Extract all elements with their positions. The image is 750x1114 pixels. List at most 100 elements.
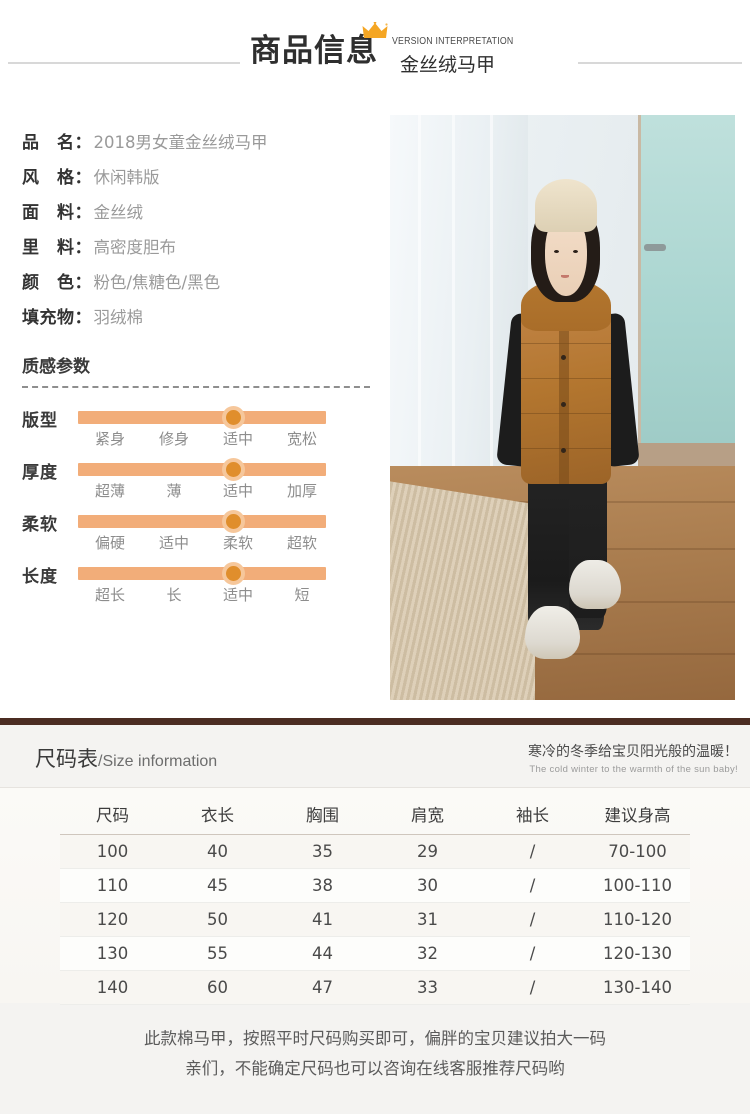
table-cell: 50 — [165, 902, 270, 937]
slider-option[interactable]: 长 — [166, 586, 182, 604]
spec-list: 品 名： 2018男女童金丝绒马甲 风 格：休闲韩版 面 料：金丝绒 里 料：高密… — [22, 128, 382, 338]
slider-option[interactable]: 修身 — [158, 430, 189, 448]
slider-options: 超长 长 适中 短 — [78, 584, 334, 605]
size-header: 尺码表 /Size information 寒冷的冬季给宝贝阳光般的温暖！ Th… — [0, 725, 750, 788]
header-rule-right — [578, 62, 742, 64]
header-center: 商品信息 VERSION INTERPRETATION 金丝绒马甲 — [240, 0, 580, 100]
table-cell: 140 — [60, 970, 165, 1005]
slider-option[interactable]: 偏硬 — [94, 534, 125, 552]
size-title-en: /Size information — [98, 753, 218, 770]
header-english-label: VERSION INTERPRETATION — [392, 36, 514, 47]
spec-value: 高密度胆布 — [93, 238, 177, 257]
table-row: 120 50 41 31 / 110-120 — [60, 902, 690, 937]
quality-parameters: 质感参数 版型 紧身 修身 适中 宽松 厚度 — [22, 352, 382, 608]
table-cell: 47 — [270, 970, 375, 1005]
spec-colon: ： — [74, 133, 92, 152]
slider-row-softness: 柔软 偏硬 适中 柔软 超软 — [22, 504, 382, 556]
size-table-wrap: 尺码 衣长 胸围 肩宽 袖长 建议身高 100 40 35 29 / — [0, 788, 750, 1005]
slider-option[interactable]: 短 — [294, 586, 310, 604]
table-cell: 130-140 — [585, 970, 690, 1005]
table-row: 100 40 35 29 / 70-100 — [60, 834, 690, 869]
table-cell: 31 — [375, 902, 480, 937]
table-cell: 120 — [60, 902, 165, 937]
table-column-header: 肩宽 — [375, 796, 480, 835]
slider-knob[interactable] — [222, 510, 245, 533]
spec-colon: ： — [74, 238, 92, 257]
quality-title: 质感参数 — [22, 357, 90, 377]
spec-label: 风 格 — [22, 168, 75, 188]
slider-option[interactable]: 超长 — [94, 586, 125, 604]
table-cell: 60 — [165, 970, 270, 1005]
table-column-header: 袖长 — [480, 796, 585, 835]
table-cell: / — [480, 970, 585, 1005]
table-cell: / — [480, 936, 585, 971]
slider-option[interactable]: 适中 — [222, 586, 253, 604]
page-header: 商品信息 VERSION INTERPRETATION 金丝绒马甲 — [0, 0, 750, 100]
spec-colon: ： — [74, 273, 92, 292]
size-title: 尺码表 /Size information — [35, 743, 217, 773]
spec-row: 面 料：金丝绒 — [22, 198, 382, 233]
crown-icon — [362, 22, 388, 38]
quality-divider — [22, 386, 370, 388]
table-cell: 100 — [60, 834, 165, 869]
slider-label: 柔软 — [22, 515, 58, 535]
table-cell: 33 — [375, 970, 480, 1005]
spec-value: 2018男女童金丝绒马甲 — [93, 133, 268, 152]
slider-knob[interactable] — [222, 458, 245, 481]
spec-row: 颜 色：粉色/焦糖色/黑色 — [22, 268, 382, 303]
size-information-section: 尺码表 /Size information 寒冷的冬季给宝贝阳光般的温暖！ Th… — [0, 725, 750, 1114]
spec-label: 品 名 — [22, 133, 75, 153]
slider-option[interactable]: 宽松 — [286, 430, 317, 448]
slider-knob[interactable] — [222, 562, 245, 585]
spec-colon: ： — [74, 168, 92, 187]
slider-knob[interactable] — [222, 406, 245, 429]
footer-line: 亲们，不能确定尺码也可以咨询在线客服推荐尺码哟 — [185, 1059, 565, 1078]
table-cell: 110 — [60, 868, 165, 903]
slider-option[interactable]: 适中 — [222, 430, 253, 448]
slider-option[interactable]: 柔软 — [222, 534, 253, 552]
spec-row: 填充物：羽绒棉 — [22, 303, 382, 338]
table-cell: 110-120 — [585, 902, 690, 937]
slider-option[interactable]: 超软 — [286, 534, 317, 552]
slider-option[interactable]: 加厚 — [286, 482, 317, 500]
size-title-cn: 尺码表 — [35, 747, 98, 771]
table-column-header: 胸围 — [270, 796, 375, 835]
table-cell: 40 — [165, 834, 270, 869]
size-tagline-en: The cold winter to the warmth of the sun… — [529, 764, 738, 775]
slider-option[interactable]: 超薄 — [94, 482, 125, 500]
spec-label: 面 料 — [22, 203, 75, 223]
product-photo-image — [390, 115, 735, 700]
table-cell: 29 — [375, 834, 480, 869]
slider-option[interactable]: 适中 — [222, 482, 253, 500]
spec-colon: ： — [74, 203, 92, 222]
spec-row: 品 名： 2018男女童金丝绒马甲 — [22, 128, 382, 163]
table-cell: 35 — [270, 834, 375, 869]
slider-label: 厚度 — [22, 463, 58, 483]
slider-options: 紧身 修身 适中 宽松 — [78, 428, 334, 449]
spec-row: 风 格：休闲韩版 — [22, 163, 382, 198]
slider-row-fit: 版型 紧身 修身 适中 宽松 — [22, 400, 382, 452]
slider-row-thickness: 厚度 超薄 薄 适中 加厚 — [22, 452, 382, 504]
table-cell: 44 — [270, 936, 375, 971]
slider-track[interactable] — [78, 562, 326, 585]
product-photo[interactable] — [390, 115, 735, 700]
size-tagline: 寒冷的冬季给宝贝阳光般的温暖！ The cold winter to the w… — [528, 741, 738, 775]
slider-track[interactable] — [78, 406, 326, 429]
slider-option[interactable]: 适中 — [158, 534, 189, 552]
slider-option[interactable]: 紧身 — [94, 430, 125, 448]
slider-label: 版型 — [22, 411, 58, 431]
spec-value: 羽绒棉 — [93, 308, 144, 327]
table-cell: 30 — [375, 868, 480, 903]
table-cell: 41 — [270, 902, 375, 937]
slider-options: 偏硬 适中 柔软 超软 — [78, 532, 334, 553]
header-rule-left — [8, 62, 240, 64]
table-cell: 100-110 — [585, 868, 690, 903]
spec-value: 粉色/焦糖色/黑色 — [93, 273, 221, 292]
product-info-section: 品 名： 2018男女童金丝绒马甲 风 格：休闲韩版 面 料：金丝绒 里 料：高密… — [0, 100, 750, 718]
slider-track[interactable] — [78, 458, 326, 481]
slider-options: 超薄 薄 适中 加厚 — [78, 480, 334, 501]
table-row: 140 60 47 33 / 130-140 — [60, 970, 690, 1005]
table-cell: 55 — [165, 936, 270, 971]
slider-option[interactable]: 薄 — [166, 482, 182, 500]
slider-track[interactable] — [78, 510, 326, 533]
